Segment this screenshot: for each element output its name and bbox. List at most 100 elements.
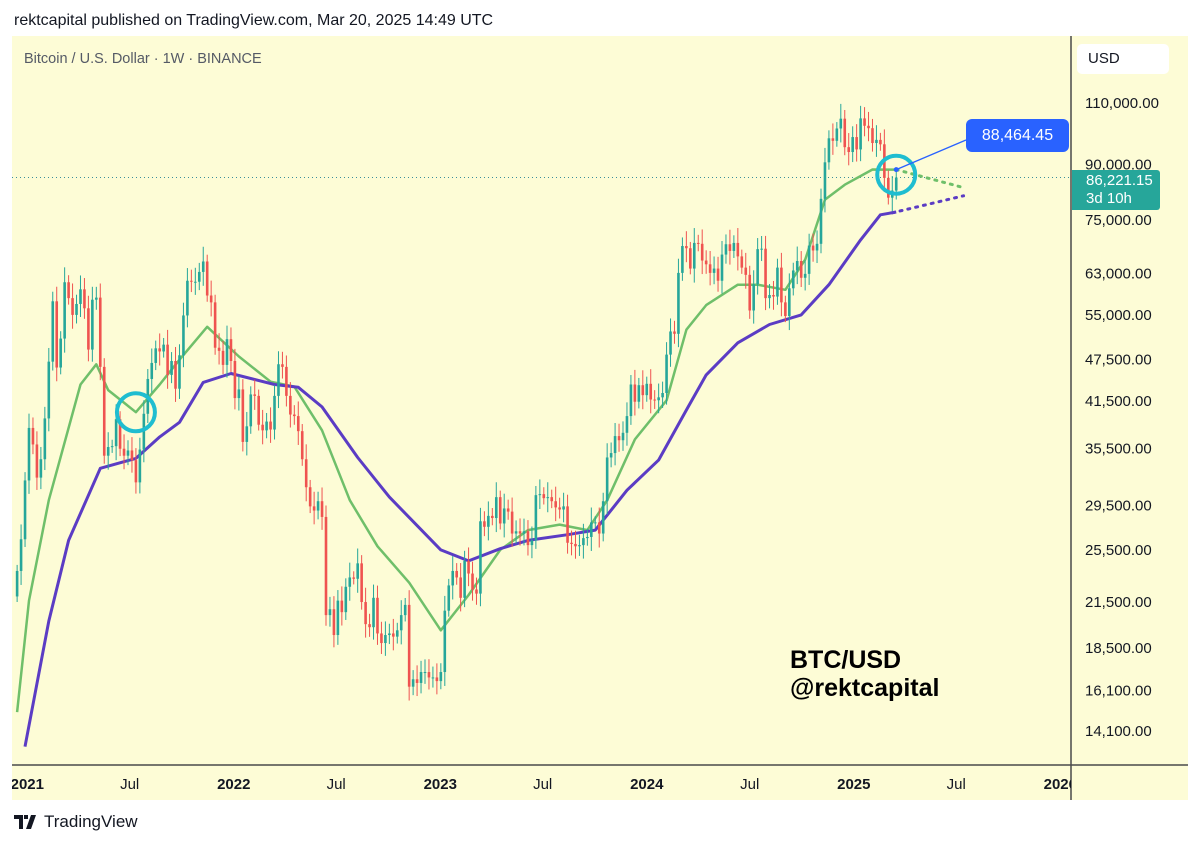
candle bbox=[174, 346, 177, 402]
candle-body bbox=[815, 243, 819, 251]
candle-body bbox=[609, 453, 613, 458]
candle-body bbox=[59, 338, 62, 368]
candle-body bbox=[118, 419, 122, 449]
price-axis-tick: 47,500.00 bbox=[1085, 352, 1152, 369]
price-axis-tick: 18,500.00 bbox=[1085, 640, 1152, 657]
candle bbox=[530, 526, 534, 559]
annotation-connector bbox=[895, 139, 967, 171]
candle-body bbox=[784, 302, 787, 317]
candle-body bbox=[479, 521, 482, 594]
candle bbox=[791, 262, 795, 296]
candle bbox=[178, 344, 181, 399]
candle bbox=[811, 233, 815, 262]
candle-body bbox=[764, 248, 767, 299]
candle bbox=[784, 295, 787, 323]
candle bbox=[728, 229, 732, 265]
candle bbox=[799, 251, 803, 288]
candle-body bbox=[795, 261, 799, 271]
candle-body bbox=[791, 270, 795, 289]
candle-body bbox=[249, 394, 253, 427]
candle-body bbox=[114, 419, 118, 447]
candle-body bbox=[221, 350, 225, 365]
candle bbox=[332, 596, 336, 648]
candle bbox=[566, 494, 569, 554]
tradingview-logo-icon bbox=[14, 815, 36, 829]
price-axis-tick: 16,100.00 bbox=[1085, 682, 1152, 699]
candle-body bbox=[178, 355, 181, 389]
candle bbox=[451, 556, 455, 600]
candle-body bbox=[213, 302, 217, 348]
candle bbox=[641, 370, 645, 410]
candle-body bbox=[51, 301, 55, 362]
candle bbox=[772, 280, 775, 310]
candle-body bbox=[665, 354, 668, 393]
candle bbox=[736, 228, 740, 271]
candle bbox=[887, 170, 890, 205]
watermark-pair: BTC/USD bbox=[790, 646, 902, 674]
candle bbox=[158, 333, 161, 366]
candle-body bbox=[685, 246, 688, 249]
candle-body bbox=[403, 604, 407, 616]
candle bbox=[760, 235, 763, 262]
annotation-anchor[interactable] bbox=[893, 167, 899, 173]
candle bbox=[265, 412, 268, 439]
candle bbox=[356, 548, 359, 593]
candle bbox=[487, 501, 490, 541]
candle-body bbox=[566, 506, 569, 543]
candle bbox=[875, 125, 878, 157]
candle bbox=[281, 351, 284, 379]
candle-body bbox=[174, 361, 177, 389]
price-annotation-label[interactable]: 88,464.45 bbox=[966, 119, 1069, 152]
candle bbox=[83, 278, 86, 319]
candle-body bbox=[692, 242, 696, 269]
candle bbox=[360, 555, 363, 610]
candle-body bbox=[19, 539, 23, 571]
candle bbox=[514, 520, 518, 544]
candle-body bbox=[578, 545, 581, 547]
price-axis-tick: 63,000.00 bbox=[1085, 265, 1152, 282]
candle bbox=[328, 596, 332, 627]
candle bbox=[106, 432, 110, 470]
candle-body bbox=[863, 118, 866, 126]
candle-body bbox=[776, 267, 779, 297]
candle-body bbox=[170, 361, 173, 375]
candle bbox=[221, 341, 225, 375]
candle-body bbox=[273, 395, 276, 430]
candle-body bbox=[332, 609, 336, 636]
tradingview-logo[interactable]: TradingView bbox=[14, 812, 138, 832]
candle-body bbox=[819, 198, 823, 244]
candle bbox=[324, 505, 328, 626]
candle-body bbox=[483, 521, 486, 527]
candle bbox=[708, 251, 712, 286]
price-axis-tick: 29,500.00 bbox=[1085, 497, 1152, 514]
candle bbox=[201, 246, 205, 286]
currency-button[interactable]: USD bbox=[1077, 44, 1169, 74]
candle bbox=[245, 411, 249, 456]
candle-body bbox=[780, 267, 783, 303]
candle bbox=[645, 376, 649, 402]
candle bbox=[506, 499, 510, 520]
chart-pane[interactable] bbox=[12, 103, 1071, 747]
price-axis-tick: 25,500.00 bbox=[1085, 542, 1152, 559]
candle-body bbox=[459, 577, 462, 598]
candle-body bbox=[498, 497, 502, 524]
candle-body bbox=[443, 610, 447, 673]
candle bbox=[558, 497, 561, 519]
candle-body bbox=[423, 672, 427, 674]
candle-body bbox=[293, 414, 296, 417]
candle bbox=[855, 124, 858, 162]
candle bbox=[653, 390, 656, 409]
candle bbox=[574, 530, 577, 559]
candle-body bbox=[300, 431, 304, 460]
candle-body bbox=[35, 444, 39, 478]
candle-body bbox=[657, 397, 660, 401]
candle-body bbox=[526, 531, 530, 546]
candle bbox=[732, 235, 736, 258]
candle-body bbox=[130, 450, 134, 461]
candle-body bbox=[803, 273, 807, 278]
candle-body bbox=[360, 563, 363, 603]
candle bbox=[150, 348, 154, 393]
candle bbox=[407, 590, 411, 701]
candle-body bbox=[748, 274, 752, 311]
